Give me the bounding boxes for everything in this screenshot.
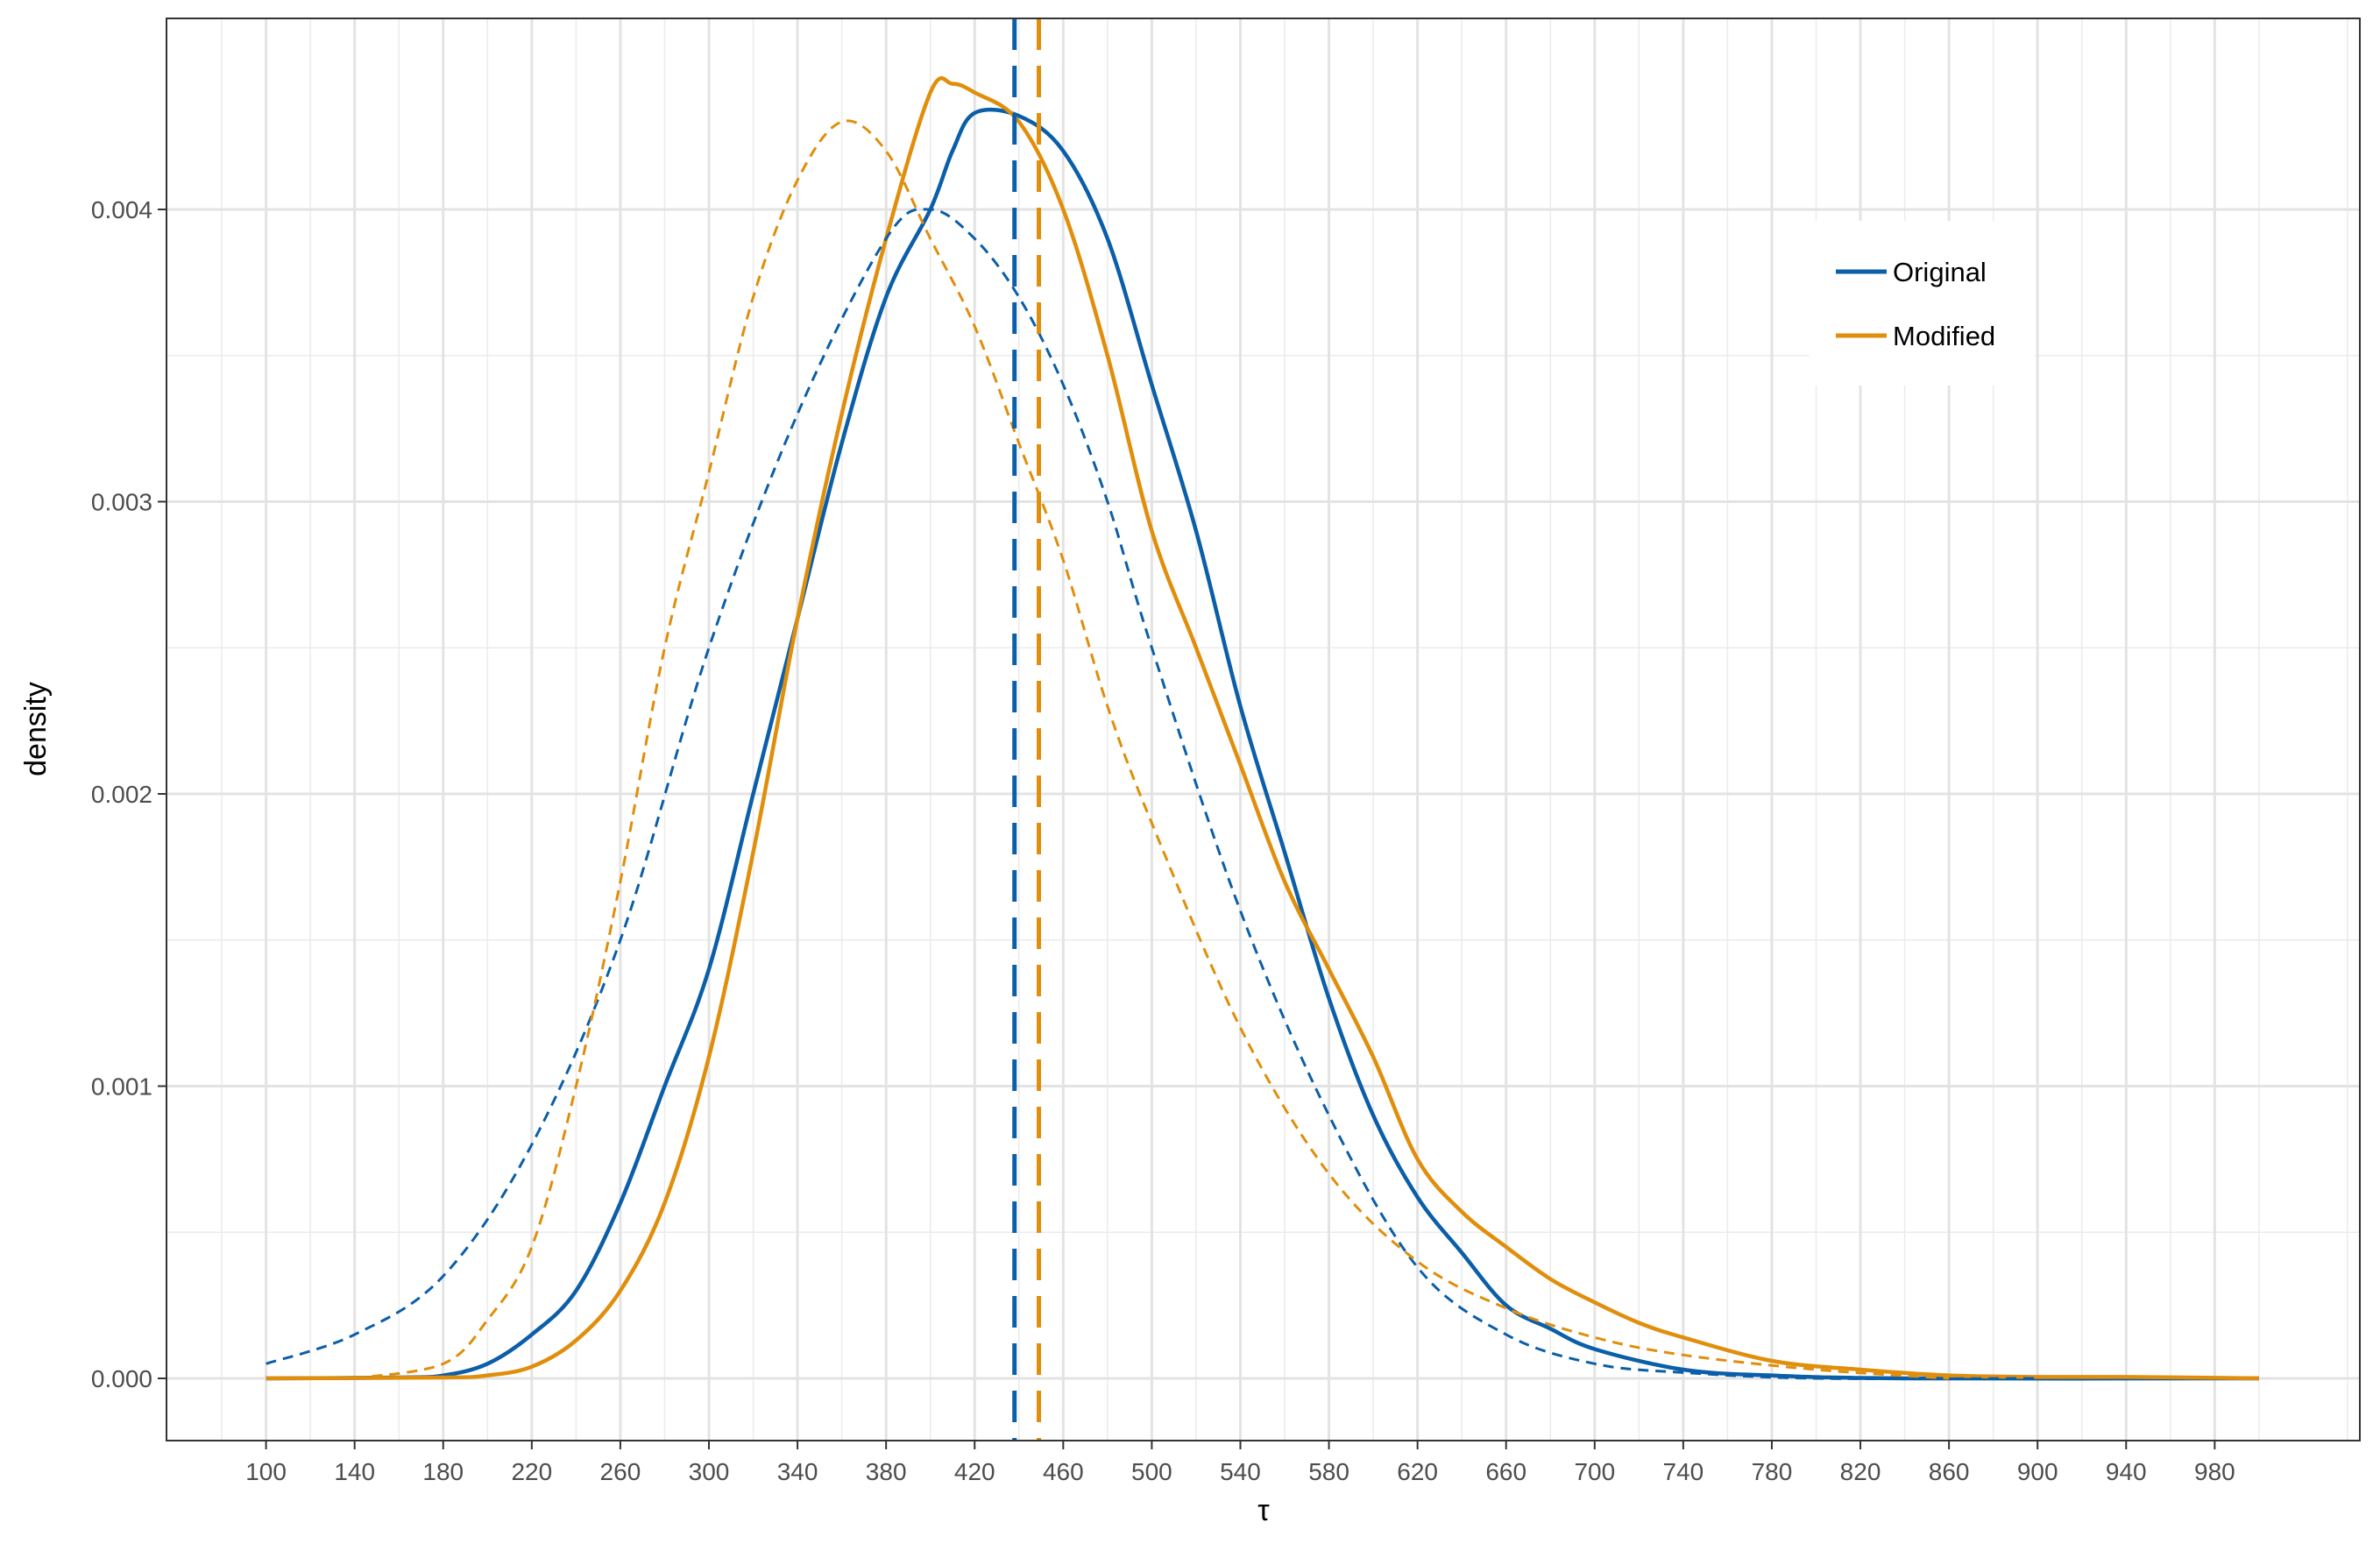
- x-tick-label: 380: [866, 1458, 907, 1485]
- legend-box: [1810, 221, 2035, 386]
- y-tick-label: 0.001: [91, 1073, 152, 1101]
- x-tick-label: 340: [777, 1458, 818, 1485]
- mean-lines: [1012, 18, 1042, 1441]
- x-tick-label: 700: [1574, 1458, 1615, 1485]
- x-tick-label: 740: [1663, 1458, 1704, 1485]
- x-tick-label: 820: [1840, 1458, 1881, 1485]
- x-tick-label: 460: [1043, 1458, 1084, 1485]
- x-tick-label: 660: [1485, 1458, 1526, 1485]
- x-tick-label: 580: [1308, 1458, 1349, 1485]
- series-line-original: [266, 107, 2259, 1381]
- x-tick-label: 500: [1131, 1458, 1172, 1485]
- x-tick-label: 940: [2106, 1458, 2147, 1485]
- x-tick-label: 260: [600, 1458, 641, 1485]
- x-tick-label: 860: [1929, 1458, 1970, 1485]
- y-axis-label: density: [19, 682, 53, 776]
- x-tick-label: 140: [334, 1458, 375, 1485]
- plot-panel-border: [166, 18, 2361, 1441]
- series-line-original-reference: [266, 208, 2038, 1380]
- x-tick-label: 180: [422, 1458, 464, 1485]
- legend-label-original: Original: [1893, 257, 1987, 287]
- x-axis-label: τ: [1257, 1494, 1270, 1527]
- legend: Original Modified: [1810, 221, 2035, 386]
- x-tick-label: 900: [2017, 1458, 2058, 1485]
- x-axis: 100 140 180 220 260 300 340 380 420 460 500 540 580 6…: [245, 1441, 2235, 1485]
- x-tick-label: 300: [689, 1458, 730, 1485]
- y-tick-label: 0.003: [91, 489, 152, 516]
- y-tick-label: 0.004: [91, 196, 152, 223]
- x-tick-label: 420: [954, 1458, 995, 1485]
- x-tick-label: 540: [1220, 1458, 1261, 1485]
- x-tick-label: 980: [2194, 1458, 2235, 1485]
- legend-label-modified: Modified: [1893, 321, 1995, 351]
- x-tick-label: 220: [511, 1458, 552, 1485]
- series-line-modified-reference: [354, 119, 1950, 1380]
- x-tick-label: 780: [1752, 1458, 1793, 1485]
- curves: [266, 76, 2259, 1381]
- y-axis: 0.000 0.001 0.002 0.003 0.004: [91, 196, 166, 1392]
- y-tick-label: 0.002: [91, 781, 152, 808]
- series-line-modified: [266, 76, 2259, 1381]
- x-tick-label: 620: [1397, 1458, 1438, 1485]
- x-tick-label: 100: [245, 1458, 287, 1485]
- y-tick-label: 0.000: [91, 1365, 152, 1392]
